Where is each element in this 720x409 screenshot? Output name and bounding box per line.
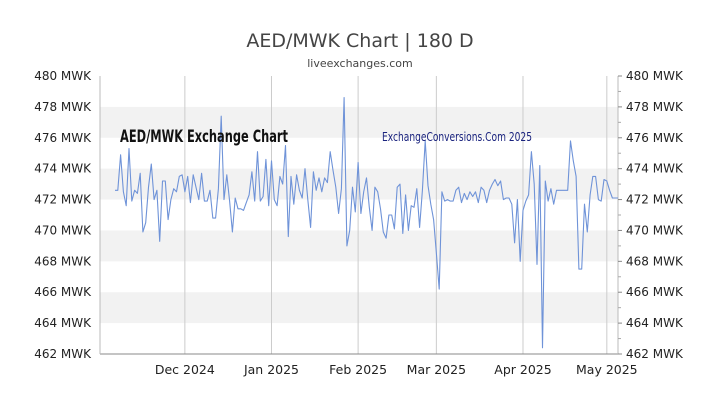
y-tick-label-left: 472 MWK: [34, 193, 92, 207]
y-tick-label-right: 466 MWK: [626, 285, 684, 299]
x-tick-label: May 2025: [576, 362, 638, 377]
x-axis: Dec 2024 Jan 2025 Feb 2025 Mar 2025 Apr 2025…: [155, 362, 638, 377]
y-tick-label-left: 466 MWK: [34, 285, 92, 299]
grid-band: [100, 106, 618, 138]
x-tick-label: Dec 2024: [155, 362, 215, 377]
y-tick-label-right: 468 MWK: [626, 254, 684, 268]
x-tick-label: Jan 2025: [243, 362, 299, 377]
watermark: ExchangeConversions.Com 2025: [382, 130, 532, 144]
grid-band: [100, 292, 618, 324]
x-tick-label: Mar 2025: [407, 362, 466, 377]
y-tick-label-left: 462 MWK: [34, 347, 92, 361]
y-tick-label-left: 480 MWK: [34, 69, 92, 83]
overlay-title: AED/MWK Exchange Chart: [120, 127, 288, 147]
y-tick-label-left: 464 MWK: [34, 316, 92, 330]
series-group: [115, 97, 618, 349]
y-tick-label-left: 478 MWK: [34, 100, 92, 114]
y-tick-label-left: 474 MWK: [34, 162, 92, 176]
y-tick-label-left: 476 MWK: [34, 131, 92, 145]
y-tick-label-right: 472 MWK: [626, 193, 684, 207]
x-tick-label: Apr 2025: [494, 362, 551, 377]
y-axis-left: 462 MWK 464 MWK 466 MWK 468 MWK 470 MWK 472 M…: [34, 69, 92, 361]
y-tick-label-left: 470 MWK: [34, 223, 92, 237]
chart-title: AED/MWK Chart | 180 D: [246, 30, 473, 52]
y-tick-label-right: 470 MWK: [626, 223, 684, 237]
y-tick-label-right: 476 MWK: [626, 131, 684, 145]
grid-bands: [100, 106, 618, 324]
y-tick-label-right: 478 MWK: [626, 100, 684, 114]
y-tick-label-right: 474 MWK: [626, 162, 684, 176]
grid-band: [100, 230, 618, 262]
y-axis-right: 462 MWK 464 MWK 466 MWK 468 MWK 470 MWK 472 M…: [618, 69, 684, 361]
chart-subtitle: liveexchanges.com: [307, 57, 412, 70]
y-tick-label-left: 468 MWK: [34, 254, 92, 268]
series-line: [115, 97, 618, 349]
y-tick-label-right: 480 MWK: [626, 69, 684, 83]
x-tick-label: Feb 2025: [329, 362, 387, 377]
y-tick-label-right: 464 MWK: [626, 316, 684, 330]
y-tick-label-right: 462 MWK: [626, 347, 684, 361]
